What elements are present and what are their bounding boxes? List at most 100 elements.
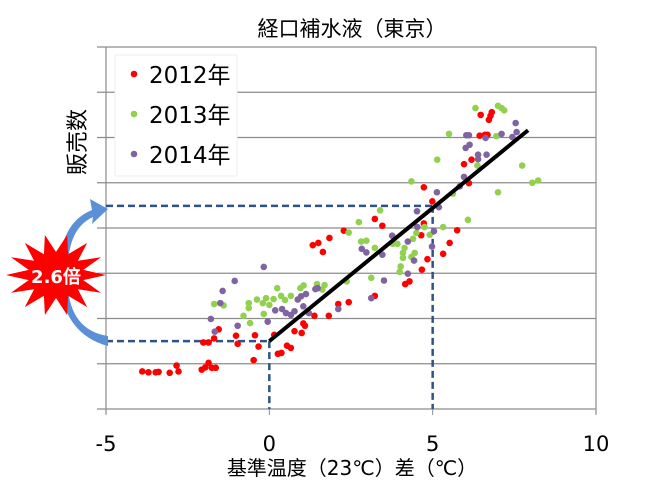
data-point: [433, 156, 441, 163]
data-point: [460, 160, 468, 168]
data-point: [232, 332, 240, 339]
data-point: [270, 295, 277, 303]
data-point: [409, 235, 417, 243]
multiplier-burst: 2.6倍: [6, 235, 106, 315]
x-axis-label: 基準温度（23℃）差（℃）: [227, 456, 477, 480]
data-point: [418, 266, 426, 273]
data-point: [399, 254, 407, 262]
data-point: [207, 315, 215, 323]
data-point: [421, 223, 428, 231]
data-point: [155, 368, 162, 376]
data-point: [255, 343, 262, 350]
data-point: [250, 356, 257, 364]
legend: 2012年 2013年 2014年: [114, 54, 238, 177]
data-point: [291, 307, 298, 315]
data-point: [371, 244, 379, 252]
data-point: [474, 151, 482, 158]
legend-label: 2014年: [149, 143, 231, 169]
data-point: [367, 274, 375, 282]
data-point: [474, 162, 481, 169]
data-point: [240, 312, 247, 320]
data-point: [399, 249, 407, 257]
data-point: [401, 244, 408, 252]
data-point: [534, 177, 542, 184]
data-point: [439, 223, 447, 231]
data-point: [411, 249, 419, 257]
data-point: [287, 292, 295, 300]
data-point: [278, 349, 285, 357]
data-point: [414, 223, 421, 231]
legend-label: 2013年: [149, 103, 231, 129]
data-point: [200, 339, 207, 346]
data-point: [488, 108, 496, 116]
data-point: [212, 364, 220, 372]
data-point: [439, 250, 447, 258]
x-tick-label: 5: [426, 432, 439, 456]
trend-line: [268, 128, 530, 343]
data-point: [476, 132, 484, 139]
data-point: [301, 322, 309, 330]
x-tick-label: -5: [96, 432, 117, 456]
data-point: [309, 241, 317, 249]
data-point: [429, 198, 436, 205]
data-point: [273, 284, 281, 292]
legend-marker: [130, 150, 138, 158]
data-point: [245, 304, 253, 312]
data-point: [379, 251, 386, 258]
data-point: [396, 268, 403, 276]
data-point: [211, 328, 219, 335]
data-point: [413, 207, 421, 215]
legend-marker: [130, 110, 138, 118]
data-point: [234, 340, 241, 348]
reference-lines: [106, 204, 434, 409]
data-point: [406, 278, 413, 285]
data-point: [246, 319, 254, 327]
data-point: [205, 359, 212, 367]
legend-label: 2012年: [149, 63, 231, 89]
x-tick-label: 0: [263, 432, 276, 456]
data-point: [300, 302, 307, 310]
data-point: [315, 239, 322, 247]
data-point: [298, 329, 305, 337]
chart-title: 経口補水液（東京）: [258, 17, 447, 41]
data-point: [474, 155, 482, 163]
data-point: [529, 179, 536, 187]
data-point: [404, 270, 412, 278]
data-point: [277, 292, 285, 300]
data-point: [357, 238, 365, 245]
x-tick-label: 10: [583, 432, 610, 456]
data-point: [394, 240, 401, 248]
data-point: [334, 305, 342, 313]
data-point: [217, 299, 224, 307]
data-point: [430, 227, 438, 235]
data-point: [367, 294, 375, 302]
data-point: [465, 131, 473, 139]
data-point: [380, 277, 388, 284]
data-point: [253, 296, 261, 303]
data-point: [482, 134, 489, 142]
data-point: [234, 322, 241, 330]
data-point: [278, 305, 286, 313]
data-point: [334, 300, 342, 308]
data-point: [219, 287, 226, 295]
data-point: [379, 222, 386, 230]
data-point: [424, 255, 431, 263]
data-point: [210, 335, 218, 342]
data-point: [302, 290, 310, 298]
data-point: [355, 218, 363, 226]
data-point: [464, 216, 472, 224]
data-point: [145, 369, 152, 376]
data-point: [260, 310, 268, 318]
data-point: [477, 111, 484, 119]
data-point: [493, 132, 500, 140]
data-point: [408, 178, 415, 185]
data-point: [173, 362, 180, 369]
data-point: [251, 331, 259, 339]
x-tick-labels: -5 0 5 10: [96, 432, 610, 456]
data-point: [300, 282, 307, 289]
data-point: [363, 237, 370, 244]
data-point: [363, 249, 370, 256]
y-axis-label: 販売数: [66, 109, 91, 175]
data-point: [500, 107, 508, 114]
data-point: [297, 293, 305, 300]
